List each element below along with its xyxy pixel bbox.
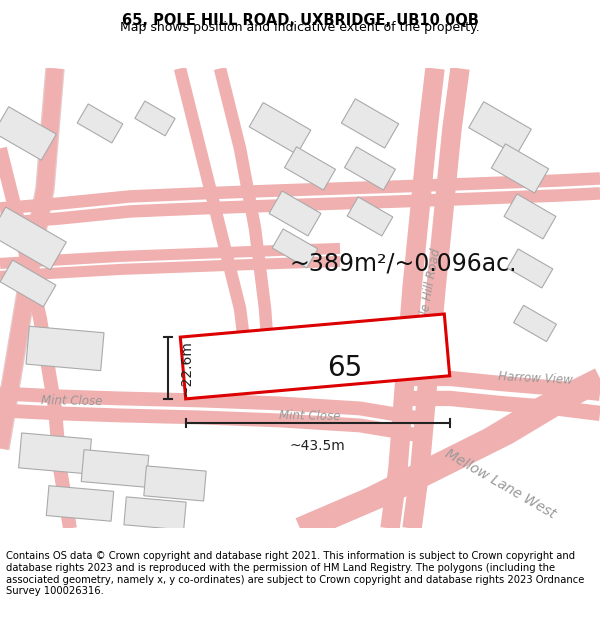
Polygon shape [284,147,335,190]
Polygon shape [46,486,113,521]
Polygon shape [272,229,318,268]
Polygon shape [0,207,67,270]
Text: ~43.5m: ~43.5m [290,439,346,454]
Text: 65, POLE HILL ROAD, UXBRIDGE, UB10 0QB: 65, POLE HILL ROAD, UXBRIDGE, UB10 0QB [122,13,478,28]
Text: Contains OS data © Crown copyright and database right 2021. This information is : Contains OS data © Crown copyright and d… [6,551,584,596]
Text: Mint Close: Mint Close [279,409,341,424]
Polygon shape [514,305,556,342]
Text: Mint Close: Mint Close [41,394,103,409]
Text: 65: 65 [328,354,362,382]
Text: ~22.6m: ~22.6m [180,340,194,396]
Text: Pole Hill Road: Pole Hill Road [416,248,443,329]
Polygon shape [81,449,149,488]
Polygon shape [135,101,175,136]
Text: Mellow Lane West: Mellow Lane West [442,446,558,521]
Polygon shape [26,326,104,371]
Text: ~389m²/~0.096ac.: ~389m²/~0.096ac. [290,251,517,276]
Polygon shape [77,104,123,143]
Polygon shape [469,102,532,155]
Polygon shape [144,466,206,501]
Polygon shape [0,107,56,160]
Polygon shape [507,249,553,288]
Text: Map shows position and indicative extent of the property.: Map shows position and indicative extent… [120,21,480,34]
Polygon shape [269,191,321,236]
Polygon shape [124,497,186,530]
Text: Harrow View: Harrow View [497,370,572,387]
Polygon shape [341,99,398,148]
Polygon shape [344,147,395,190]
Polygon shape [0,260,56,307]
Polygon shape [181,314,449,399]
Polygon shape [347,197,393,236]
Polygon shape [491,144,548,193]
Polygon shape [249,102,311,154]
Polygon shape [504,194,556,239]
Polygon shape [19,433,91,474]
